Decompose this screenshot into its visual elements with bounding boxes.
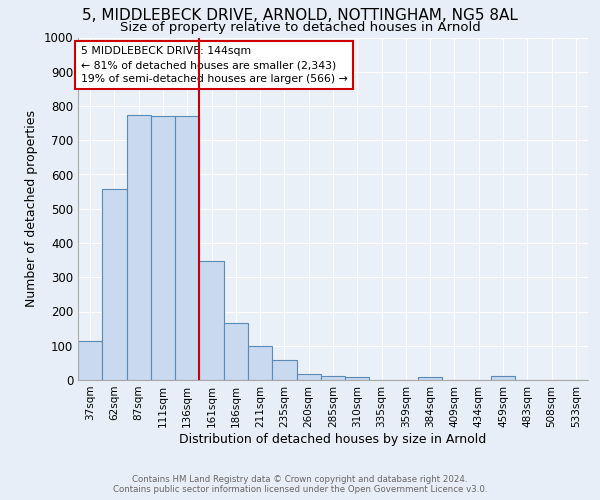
Bar <box>345 376 370 380</box>
Bar <box>78 342 102 380</box>
Text: Contains HM Land Registry data © Crown copyright and database right 2024.
Contai: Contains HM Land Registry data © Crown c… <box>113 474 487 494</box>
Bar <box>418 378 442 380</box>
Y-axis label: Number of detached properties: Number of detached properties <box>25 110 38 307</box>
Bar <box>321 376 345 380</box>
Text: Size of property relative to detached houses in Arnold: Size of property relative to detached ho… <box>119 21 481 34</box>
Bar <box>272 360 296 380</box>
Bar <box>175 116 199 380</box>
X-axis label: Distribution of detached houses by size in Arnold: Distribution of detached houses by size … <box>179 432 487 446</box>
Text: 5, MIDDLEBECK DRIVE, ARNOLD, NOTTINGHAM, NG5 8AL: 5, MIDDLEBECK DRIVE, ARNOLD, NOTTINGHAM,… <box>82 8 518 22</box>
Bar <box>296 374 321 380</box>
Bar <box>127 114 151 380</box>
Bar <box>102 189 127 380</box>
Text: 5 MIDDLEBECK DRIVE: 144sqm
← 81% of detached houses are smaller (2,343)
19% of s: 5 MIDDLEBECK DRIVE: 144sqm ← 81% of deta… <box>80 46 347 84</box>
Bar <box>199 261 224 380</box>
Bar <box>151 116 175 380</box>
Bar <box>491 376 515 380</box>
Bar <box>248 346 272 380</box>
Bar <box>224 324 248 380</box>
